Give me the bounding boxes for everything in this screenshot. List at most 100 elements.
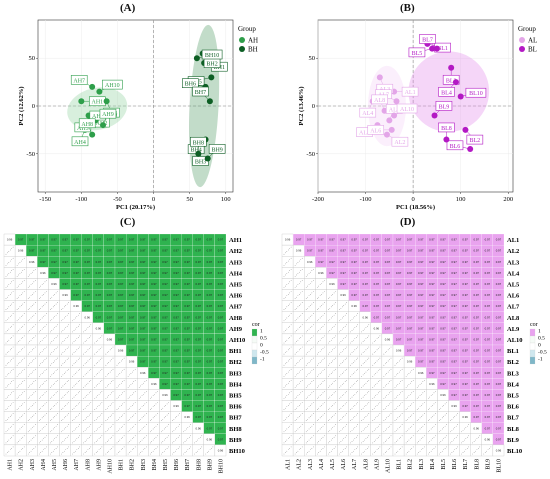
scatter-dot bbox=[111, 348, 112, 349]
heatmap-cell-value: 0.97 bbox=[429, 315, 435, 319]
scatter-dot bbox=[100, 436, 101, 438]
heatmap-cell-diagonal bbox=[214, 444, 227, 457]
heatmap-cell-lower bbox=[315, 378, 327, 390]
legend-swatch bbox=[519, 46, 525, 52]
point-label: BH8 bbox=[193, 140, 204, 146]
scatter-dot bbox=[400, 425, 401, 427]
scatter-dot bbox=[283, 276, 285, 277]
heatmap-cell-value: 0.97 bbox=[107, 282, 113, 286]
scatter-dot bbox=[289, 436, 290, 438]
legend-color-step bbox=[251, 335, 258, 344]
heatmap-cell-value: 0.97 bbox=[385, 315, 391, 319]
scatter-dot bbox=[22, 425, 24, 427]
scatter-dot bbox=[330, 406, 332, 408]
heatmap-cell-value: 0.97 bbox=[218, 282, 224, 286]
scatter-dot bbox=[364, 328, 365, 330]
heatmap-cell-lower bbox=[381, 400, 394, 412]
scatter-dot bbox=[64, 384, 65, 385]
heatmap-cell-lower bbox=[415, 400, 427, 412]
scatter-dot bbox=[29, 352, 30, 353]
scatter-dot bbox=[305, 409, 307, 410]
scatter-dot bbox=[68, 302, 69, 303]
heatmap-cell-value: 0.97 bbox=[96, 293, 102, 297]
scatter-dot bbox=[368, 413, 370, 414]
scatter-dot bbox=[41, 428, 43, 430]
scatter-dot bbox=[65, 416, 67, 417]
heatmap-cell-value: 0.97 bbox=[173, 337, 179, 341]
scatter-dot bbox=[12, 424, 14, 426]
heatmap-cell-value: 0.97 bbox=[496, 426, 502, 430]
scatter-dot bbox=[188, 425, 190, 427]
heatmap-cell-lower bbox=[170, 422, 182, 434]
heatmap-cell-value: 0.97 bbox=[440, 371, 446, 375]
heatmap-cell-lower bbox=[315, 400, 327, 412]
scatter-dot bbox=[432, 427, 433, 428]
heatmap-cell-lower bbox=[3, 289, 16, 301]
scatter-dot bbox=[54, 294, 55, 295]
scatter-dot bbox=[166, 436, 168, 438]
point-label-box bbox=[408, 47, 426, 58]
scatter-dot bbox=[46, 291, 47, 292]
scatter-dot bbox=[55, 348, 57, 349]
heatmap-cell-value: 0.97 bbox=[218, 415, 224, 419]
scatter-dot bbox=[368, 446, 370, 448]
scatter-dot bbox=[332, 327, 333, 328]
scatter-dot bbox=[319, 362, 321, 363]
scatter-dot bbox=[21, 305, 22, 306]
scatter-dot bbox=[328, 387, 329, 388]
scatter-dot bbox=[19, 439, 21, 441]
scatter-dot bbox=[305, 453, 307, 455]
scatter-dot bbox=[154, 438, 155, 439]
heatmap-cell-lower bbox=[48, 367, 60, 379]
heatmap-cell-lower bbox=[103, 422, 116, 434]
scatter-dot bbox=[350, 387, 351, 388]
scatter-dot bbox=[112, 424, 114, 426]
scatter-dot bbox=[155, 392, 157, 394]
scatter-dot bbox=[90, 435, 92, 437]
scatter-dot bbox=[421, 427, 422, 428]
heatmap-cell-lower bbox=[281, 422, 294, 434]
scatter-dot bbox=[141, 406, 143, 408]
scatter-dot bbox=[376, 405, 378, 406]
scatter-dot bbox=[32, 438, 33, 439]
scatter-dot bbox=[321, 282, 322, 284]
scatter-dot bbox=[5, 431, 7, 433]
heatmap-cell-value: 0.96 bbox=[363, 315, 369, 319]
scatter-dot bbox=[140, 396, 141, 398]
heatmap-cell-value: 0.97 bbox=[85, 282, 91, 286]
scatter-dot bbox=[30, 306, 32, 308]
row-label: AH1 bbox=[229, 237, 242, 244]
scatter-dot bbox=[30, 328, 32, 330]
heatmap-cell-lower bbox=[159, 400, 171, 412]
point-label: AH6 bbox=[92, 114, 104, 120]
scatter-dot bbox=[340, 319, 342, 320]
scatter-dot bbox=[79, 357, 80, 359]
scatter-dot bbox=[119, 450, 121, 452]
heatmap-cell-value: 0.97 bbox=[485, 282, 491, 286]
heatmap-cell-lower bbox=[70, 400, 82, 412]
heatmap-cell-lower bbox=[370, 333, 383, 346]
heatmap-cell-value: 0.97 bbox=[107, 326, 113, 330]
scatter-dot bbox=[372, 431, 374, 433]
heatmap-cell-lower bbox=[326, 400, 338, 412]
scatter-dot bbox=[299, 294, 300, 295]
column-label: BH9 bbox=[207, 459, 213, 470]
scatter-dot bbox=[373, 341, 375, 342]
scatter-dot bbox=[297, 339, 299, 341]
scatter-dot bbox=[165, 427, 166, 428]
scatter-dot bbox=[429, 396, 431, 398]
scatter-dot bbox=[32, 371, 33, 373]
scatter-dot bbox=[287, 438, 289, 439]
scatter-dot bbox=[163, 450, 165, 452]
scatter-dot bbox=[343, 449, 345, 451]
scatter-dot bbox=[23, 380, 25, 381]
scatter-dot bbox=[22, 292, 24, 294]
scatter-dot bbox=[364, 384, 365, 385]
scatter-dot bbox=[43, 360, 44, 362]
scatter-dot bbox=[129, 441, 130, 442]
scatter-dot bbox=[342, 317, 343, 319]
scatter-dot bbox=[421, 382, 422, 384]
scatter-dot bbox=[317, 320, 318, 322]
heatmap-cell-value: 0.97 bbox=[429, 293, 435, 297]
scatter-dot bbox=[396, 374, 397, 376]
